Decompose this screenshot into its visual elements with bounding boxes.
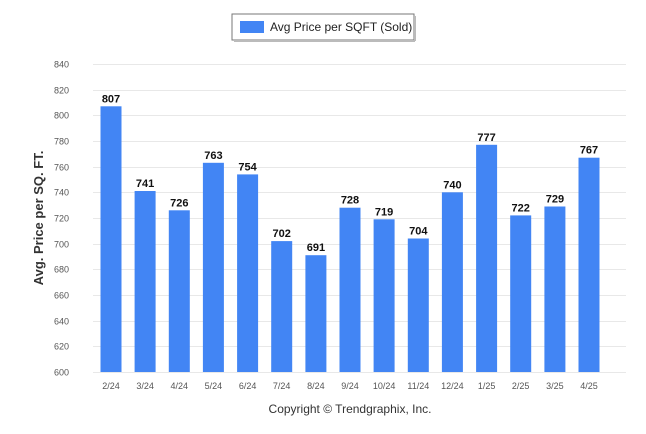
legend-label: Avg Price per SQFT (Sold)	[270, 20, 412, 34]
bar	[407, 238, 429, 372]
y-tick-label: 840	[54, 60, 69, 70]
data-label: 767	[580, 145, 598, 157]
data-label: 719	[375, 206, 393, 218]
data-label: 740	[443, 179, 461, 191]
x-tick-label: 3/24	[136, 381, 154, 391]
data-label: 728	[341, 195, 359, 207]
bar	[100, 106, 122, 373]
x-tick-label: 3/25	[546, 381, 564, 391]
bar	[373, 219, 395, 372]
x-tick-label: 4/24	[171, 381, 189, 391]
x-tick-label: 10/24	[373, 381, 396, 391]
y-tick-label: 820	[54, 86, 69, 96]
data-label: 763	[204, 150, 222, 162]
y-tick-label: 660	[54, 291, 69, 301]
bar	[441, 192, 463, 372]
data-label: 691	[307, 242, 325, 254]
bar	[237, 174, 259, 372]
y-tick-label: 680	[54, 265, 69, 275]
y-axis-title: Avg. Price per SQ. FT.	[31, 151, 46, 286]
legend: Avg Price per SQFT (Sold)	[231, 13, 416, 42]
y-tick-label: 740	[54, 188, 69, 198]
x-tick-label: 6/24	[239, 381, 257, 391]
y-tick-label: 780	[54, 137, 69, 147]
y-tick-label: 760	[54, 163, 69, 173]
data-label: 741	[136, 178, 154, 190]
y-tick-label: 800	[54, 111, 69, 121]
y-tick-label: 700	[54, 240, 69, 250]
x-tick-label: 1/25	[478, 381, 496, 391]
x-tick-label: 4/25	[580, 381, 598, 391]
bar	[271, 241, 293, 372]
bar	[544, 206, 566, 372]
data-label: 777	[477, 132, 495, 144]
bar	[510, 215, 532, 372]
legend-swatch	[240, 21, 264, 33]
data-label: 722	[512, 202, 530, 214]
copyright-text: Copyright © Trendgraphix, Inc.	[269, 402, 432, 416]
bar	[168, 210, 190, 372]
x-tick-label: 5/24	[205, 381, 223, 391]
y-tick-label: 720	[54, 214, 69, 224]
bar	[339, 207, 361, 372]
bar	[305, 255, 327, 372]
x-tick-label: 7/24	[273, 381, 291, 391]
x-tick-label: 2/24	[102, 381, 120, 391]
bar	[202, 162, 224, 372]
data-labels: 807 741 726 763 754 702 691 728 719 704 740 777 722 7…	[102, 93, 598, 254]
bar	[578, 157, 600, 372]
bar	[134, 191, 156, 372]
y-axis-ticks: 600 620 640 660 680 700 720 740 760 780 800 820 840	[54, 60, 69, 378]
data-label: 754	[238, 161, 257, 173]
x-tick-label: 11/24	[407, 381, 429, 391]
x-tick-label: 9/24	[341, 381, 359, 391]
x-tick-label: 12/24	[441, 381, 464, 391]
data-label: 807	[102, 93, 120, 105]
data-label: 702	[273, 228, 291, 240]
bars	[100, 106, 600, 373]
y-tick-label: 600	[54, 368, 69, 378]
x-tick-label: 2/25	[512, 381, 530, 391]
y-tick-label: 620	[54, 342, 69, 352]
x-axis-ticks: 2/24 3/24 4/24 5/24 6/24 7/24 8/24 9/24 10/24 11/…	[102, 381, 598, 391]
bar	[476, 144, 498, 372]
data-label: 704	[409, 226, 428, 238]
data-label: 726	[170, 197, 188, 209]
x-tick-label: 8/24	[307, 381, 325, 391]
y-tick-label: 640	[54, 317, 69, 327]
data-label: 729	[546, 194, 564, 206]
